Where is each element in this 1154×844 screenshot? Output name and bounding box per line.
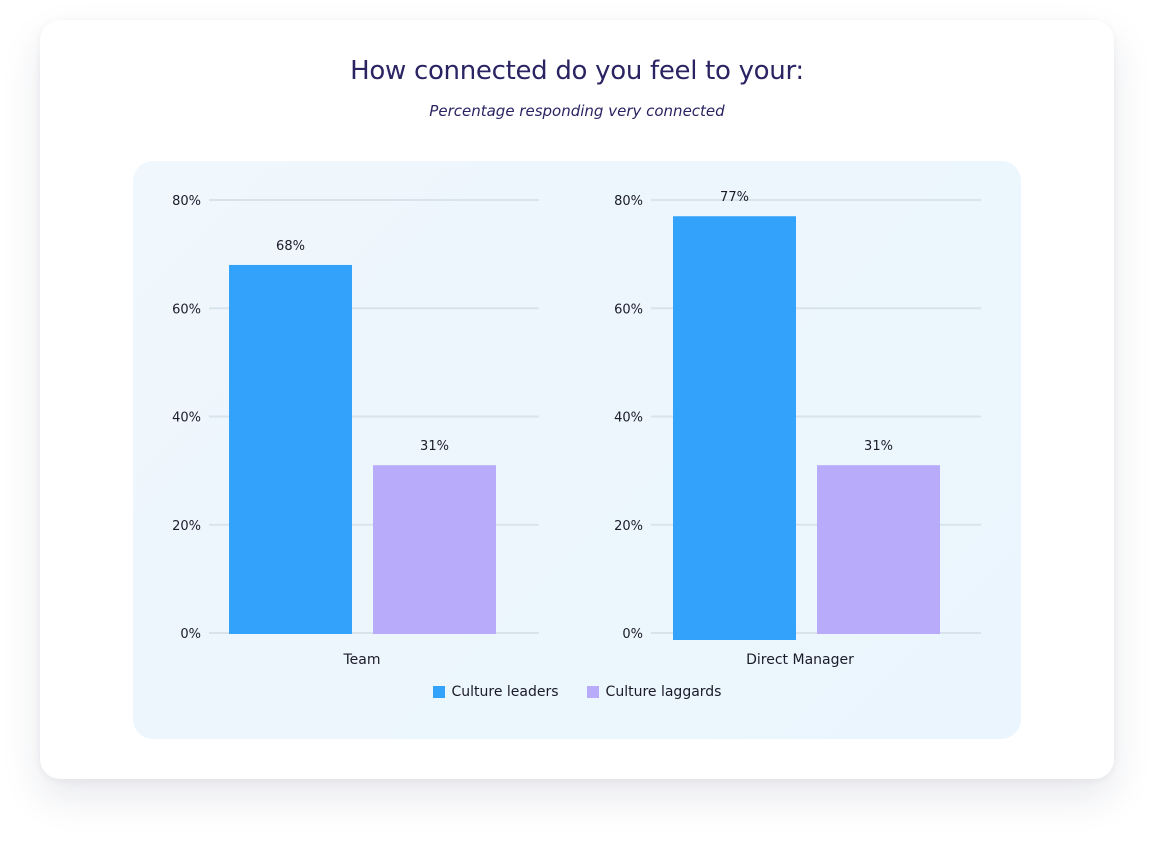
data-label: 31%: [420, 439, 449, 454]
chart-legend: Culture leaders Culture laggards: [0, 684, 1154, 700]
chart-subtitle: Percentage responding very connected: [429, 102, 725, 120]
y-tick-label: 60%: [614, 302, 643, 317]
y-tick-label: 20%: [614, 519, 643, 534]
data-label: 77%: [720, 190, 749, 205]
y-tick-label: 40%: [614, 411, 643, 426]
x-category-label: Team: [342, 652, 380, 668]
bar-culture-leaders: [673, 216, 796, 641]
y-tick-label: 80%: [172, 194, 201, 209]
data-label: 68%: [276, 239, 305, 254]
y-tick-label: 60%: [172, 302, 201, 317]
bar-culture-leaders: [229, 264, 352, 634]
legend-item-culture-laggards: Culture laggards: [586, 684, 722, 700]
x-category-label: Direct Manager: [746, 652, 854, 668]
legend-label-culture-leaders: Culture leaders: [451, 684, 559, 700]
legend-swatch-culture-laggards: [586, 686, 599, 698]
y-tick-label: 80%: [614, 194, 643, 209]
bar-culture-laggards: [373, 465, 496, 634]
bar-culture-laggards: [817, 465, 940, 634]
legend-swatch-culture-leaders: [432, 686, 445, 698]
legend-label-culture-laggards: Culture laggards: [605, 684, 722, 700]
y-tick-label: 0%: [622, 627, 643, 642]
data-label: 31%: [864, 439, 893, 454]
chart-title: How connected do you feel to your:: [350, 56, 804, 86]
legend-item-culture-leaders: Culture leaders: [432, 684, 559, 700]
y-tick-label: 20%: [172, 519, 201, 534]
y-tick-label: 0%: [180, 627, 201, 642]
y-tick-label: 40%: [172, 411, 201, 426]
